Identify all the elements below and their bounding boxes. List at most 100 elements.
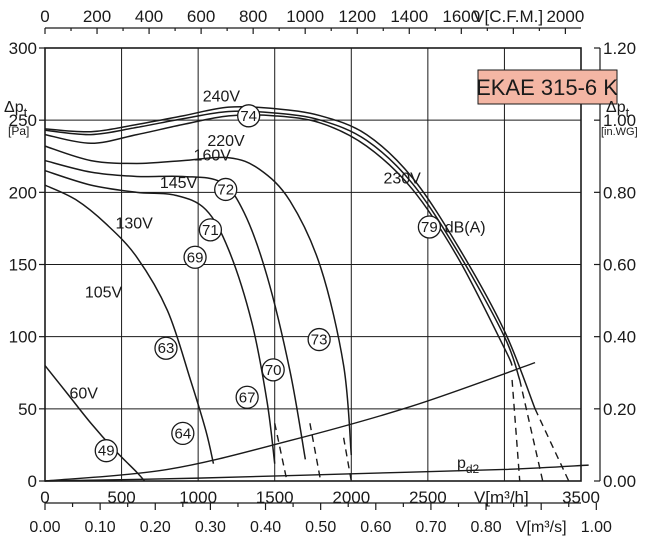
x-primary-tick-label: 1500: [256, 488, 294, 507]
x-top-tick-label: 800: [239, 7, 267, 26]
x-primary-tick-label: 500: [107, 488, 135, 507]
curve-label: 240V: [203, 88, 241, 105]
y-left-label-main: Δpt: [4, 99, 28, 120]
db-marker: 64: [171, 421, 195, 446]
system-curve-line0: [44, 361, 536, 482]
db-marker: 63: [154, 336, 178, 360]
curve-105v: [44, 184, 215, 464]
y-left-tick-label: 200: [9, 183, 37, 202]
y-right-tick-label: 1.20: [603, 39, 636, 58]
curve-label: 105V: [85, 285, 123, 302]
x-primary-tick-label: 2000: [332, 488, 370, 507]
x-top-tick-label: 1200: [338, 7, 376, 26]
db-circle: [417, 215, 442, 239]
y-left-label: Δpt [Pa]: [4, 99, 29, 138]
curve-label: 230V: [383, 171, 421, 188]
db-value: 74: [240, 108, 257, 125]
x-bottom-tick-label: 1.00: [581, 519, 612, 536]
curve-label: 220V: [207, 133, 245, 150]
x-bottom-tick-label: 0.40: [250, 519, 281, 536]
y-right-tick-label: 0.20: [603, 400, 636, 419]
dashed-extension: [342, 437, 352, 482]
x-top-tick-label: 2000: [546, 7, 584, 26]
db-circle: [235, 385, 259, 409]
curves: [44, 105, 589, 482]
db-value: 71: [202, 222, 219, 239]
db-value: 69: [187, 249, 204, 266]
x-bottom-tick-label: 0.80: [470, 519, 501, 536]
x-top-tick-label: 1400: [390, 7, 428, 26]
curve-label: 60V: [70, 386, 99, 403]
x-top-tick-label: 400: [135, 7, 163, 26]
db-value: 79: [421, 219, 438, 236]
x-bottom-tick-label: 0.20: [140, 519, 171, 536]
db-marker: 69: [183, 245, 207, 269]
curve-240v: [44, 105, 536, 410]
y-left-tick-label: 150: [9, 256, 37, 275]
dashed-extension: [519, 379, 544, 482]
curve-130v: [44, 169, 276, 464]
db-value: 72: [217, 181, 234, 198]
db-marker: 74: [237, 104, 261, 128]
db-value: 64: [174, 425, 191, 442]
db-marker: 79: [417, 215, 442, 239]
x-top-label: V[C.F.M.]: [473, 7, 543, 26]
curve-230v: [44, 110, 521, 381]
dashed-extension: [274, 423, 288, 482]
db-circle: [171, 421, 195, 446]
pd2-label-main: p: [457, 455, 466, 472]
x-primary-tick-label: 1000: [179, 488, 217, 507]
x-bottom-tick-label: 0.30: [195, 519, 226, 536]
db-marker: 70: [261, 358, 285, 382]
db-value: 63: [158, 340, 175, 357]
curve-160v: [44, 145, 353, 456]
y-right-tick-label: 0.40: [603, 328, 636, 347]
db-circle: [237, 104, 261, 128]
dashed-extension: [534, 408, 570, 482]
y-right-label-main: Δpt: [606, 99, 630, 120]
dashed-extension: [309, 423, 322, 482]
dashed-extension: [511, 379, 521, 482]
db-circle: [307, 327, 331, 352]
db-circle: [183, 245, 207, 269]
db-marker: 49: [94, 439, 118, 463]
y-right-tick-label: 0.00: [603, 472, 636, 491]
y-left-tick-label: 300: [9, 39, 37, 58]
x-bottom-tick-label: 0.10: [85, 519, 116, 536]
y-right-tick-label: 0.80: [603, 183, 636, 202]
db-marker: 72: [214, 177, 238, 202]
system-curve-pd2: [44, 464, 589, 482]
db-circle: [261, 358, 285, 382]
db-circle: [94, 439, 118, 463]
db-unit-label: dB(A): [445, 220, 486, 237]
y-right-tick-label: 1.00: [603, 111, 636, 130]
db-value: 73: [311, 332, 328, 349]
db-value: 70: [265, 362, 282, 379]
x-top-tick-label: 0: [40, 7, 49, 26]
x-bottom-tick-label: 0.50: [305, 519, 336, 536]
curve-label: 145V: [160, 175, 198, 192]
db-marker: 71: [198, 218, 223, 242]
db-marker: 73: [307, 327, 331, 352]
curve-60v: [44, 365, 146, 482]
x-top-tick-label: 1600: [442, 7, 480, 26]
curve-label: 160V: [194, 148, 232, 165]
curve-220v: [44, 114, 513, 366]
y-left-tick-label: 0: [28, 472, 37, 491]
x-bottom-label: V[m³/s]: [516, 519, 567, 536]
x-bottom-tick-label: 0.70: [415, 519, 446, 536]
db-value: 67: [239, 389, 256, 406]
x-primary-tick-label: 3500: [562, 488, 600, 507]
x-top-tick-label: 1000: [286, 7, 324, 26]
y-left-unit: [Pa]: [8, 124, 29, 138]
y-right-label: Δpt [in.WG]: [601, 99, 638, 138]
x-bottom-tick-label: 0.60: [360, 519, 391, 536]
pd2-label: pd2: [457, 455, 480, 476]
y-left-tick-label: 250: [9, 111, 37, 130]
x-primary-tick-label: 0: [40, 488, 49, 507]
x-bottom-tick-label: 0.00: [29, 519, 60, 536]
x-top-tick-label: 600: [187, 7, 215, 26]
x-primary-tick-label: 2500: [409, 488, 447, 507]
